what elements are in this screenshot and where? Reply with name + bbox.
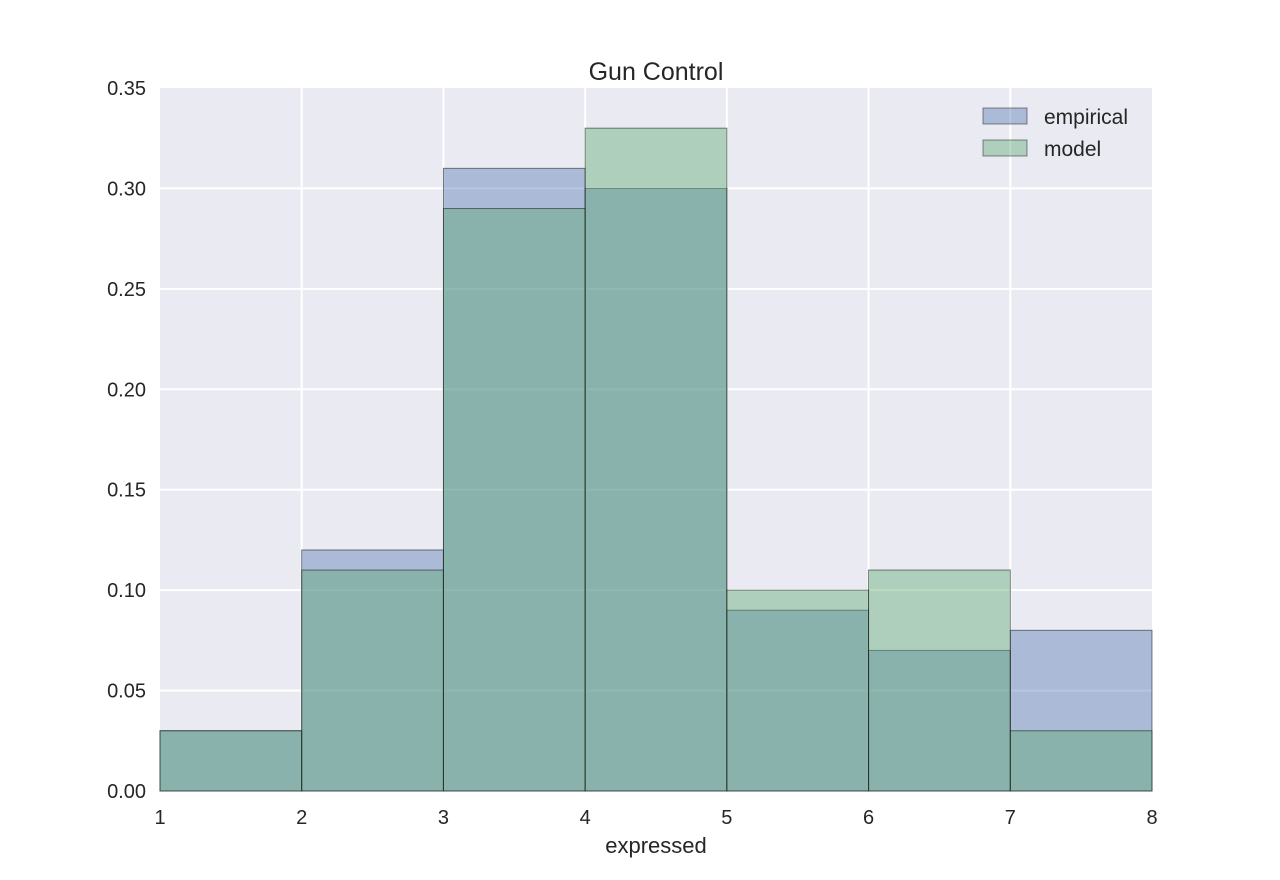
x-tick-label: 2 (296, 807, 307, 829)
x-tick-label: 7 (1005, 807, 1016, 829)
legend-label-empirical: empirical (1044, 106, 1128, 129)
model-bar (868, 569, 1011, 792)
empirical-bar (868, 649, 1011, 792)
y-tick-label: 0.10 (107, 580, 146, 602)
model-bar (1009, 730, 1153, 792)
empirical-bar (726, 609, 870, 792)
y-tick-label: 0.05 (107, 681, 146, 703)
legend: empirical model (982, 106, 1128, 161)
x-tick-label: 5 (721, 807, 732, 829)
histogram-bars (159, 127, 1153, 792)
chart-title: Gun Control (589, 58, 724, 86)
empirical-bar (584, 187, 728, 792)
legend-label-model: model (1044, 138, 1101, 161)
model-bar (301, 569, 444, 792)
y-tick-label: 0.00 (107, 781, 146, 803)
y-tick-label: 0.25 (107, 279, 146, 301)
y-tick-label: 0.20 (107, 379, 146, 401)
model-bar (726, 589, 870, 792)
legend-swatch-empirical (982, 107, 1028, 125)
axis-ticks: 1 2 3 4 5 6 7 8 0.00 0.05 0.10 0.15 0.20 0.25 0.30 0.35 (107, 78, 1158, 829)
x-tick-label: 6 (863, 807, 874, 829)
legend-swatch-model (982, 139, 1028, 157)
x-axis-title: expressed (605, 833, 707, 858)
empirical-bar (1009, 629, 1153, 792)
model-bar (442, 208, 586, 792)
y-tick-label: 0.35 (107, 78, 146, 100)
model-bar (159, 730, 303, 792)
plot-background (160, 88, 1152, 791)
x-tick-label: 3 (438, 807, 449, 829)
x-tick-label: 4 (580, 807, 591, 829)
y-tick-label: 0.15 (107, 480, 146, 502)
x-tick-label: 1 (154, 807, 165, 829)
empirical-bar (442, 167, 586, 792)
x-tick-label: 8 (1146, 807, 1157, 829)
model-bar (584, 127, 728, 792)
y-tick-label: 0.30 (107, 178, 146, 200)
